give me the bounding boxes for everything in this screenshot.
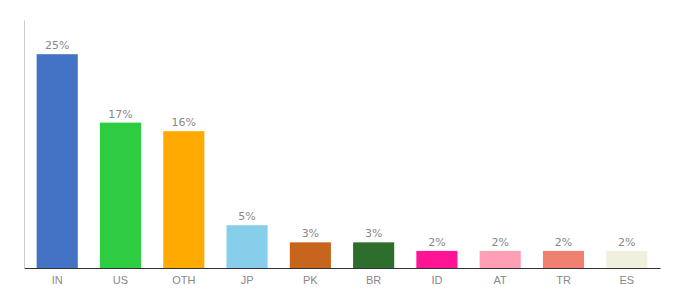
bar: [353, 242, 394, 268]
x-tick: OTH: [172, 274, 195, 286]
x-tick-label: ID: [431, 274, 442, 286]
x-tick: JP: [241, 274, 254, 286]
data-label: 3%: [302, 227, 319, 240]
x-tick: TR: [556, 274, 571, 286]
bar: [290, 242, 331, 268]
data-label: 5%: [238, 210, 255, 223]
bar: [100, 123, 141, 268]
chart: IN US OTH JP PK BR ID AT TR ES 25% 17% 16% 5% 3% 3% 2% 2%…: [0, 0, 680, 300]
y-axis-line: [24, 21, 25, 269]
x-tick: US: [113, 274, 128, 286]
data-label: 2%: [428, 236, 445, 249]
data-label: 2%: [491, 236, 508, 249]
x-tick-label: BR: [366, 274, 381, 286]
data-label: 17%: [108, 108, 132, 121]
bars: [37, 54, 648, 268]
bar: [606, 251, 647, 268]
x-tick-label: AT: [494, 274, 508, 286]
x-tick: ID: [431, 274, 442, 286]
bar: [163, 131, 204, 268]
bar: [416, 251, 457, 268]
x-tick-label: ES: [619, 274, 634, 286]
x-tick-label: JP: [241, 274, 254, 286]
bar: [480, 251, 521, 268]
bar: [227, 225, 268, 268]
x-axis: IN US OTH JP PK BR ID AT TR ES: [25, 269, 661, 286]
x-tick-label: US: [113, 274, 128, 286]
data-label: 2%: [618, 236, 635, 249]
data-label: 3%: [365, 227, 382, 240]
x-tick: BR: [366, 274, 381, 286]
x-tick: ES: [619, 274, 634, 286]
plot: IN US OTH JP PK BR ID AT TR ES 25% 17% 16% 5% 3% 3% 2% 2%…: [25, 21, 661, 286]
x-tick-label: PK: [303, 274, 318, 286]
x-tick-label: TR: [556, 274, 571, 286]
bar: [37, 54, 78, 268]
x-tick: AT: [494, 274, 508, 286]
data-label: 2%: [555, 236, 572, 249]
bar: [543, 251, 584, 268]
y-axis: [24, 21, 25, 269]
x-axis-line: [25, 268, 661, 269]
x-tick: PK: [303, 274, 318, 286]
x-tick-label: IN: [52, 274, 63, 286]
data-label: 25%: [45, 39, 69, 52]
x-tick: IN: [52, 274, 63, 286]
data-labels: 25% 17% 16% 5% 3% 3% 2% 2% 2% 2%: [45, 39, 636, 249]
data-label: 16%: [172, 116, 196, 129]
x-tick-label: OTH: [172, 274, 195, 286]
